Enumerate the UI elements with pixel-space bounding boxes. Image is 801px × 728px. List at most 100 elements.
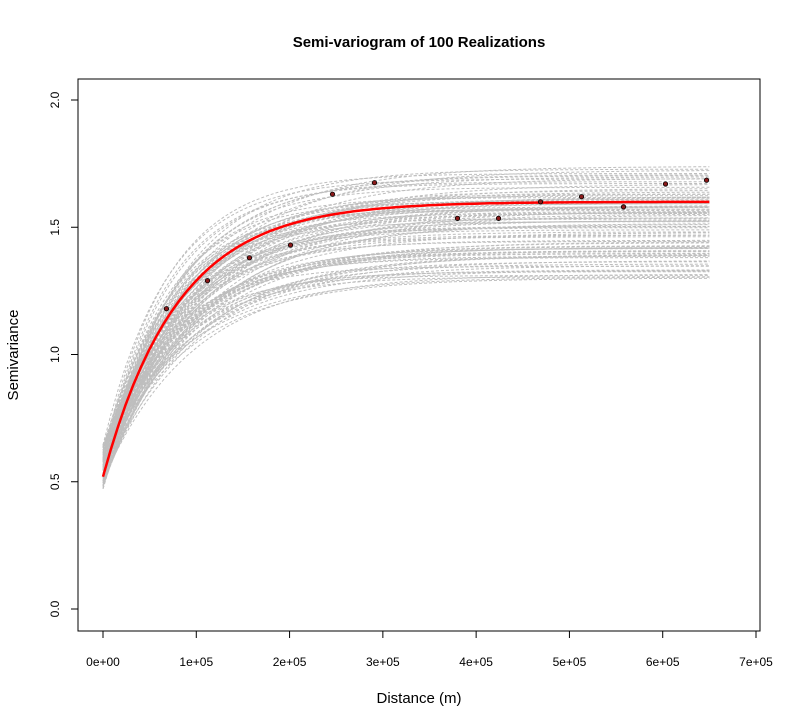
realization-curve <box>102 254 710 476</box>
x-tick-label: 0e+00 <box>86 655 120 669</box>
realization-curve <box>102 269 710 451</box>
x-tick-label: 6e+05 <box>646 655 680 669</box>
empirical-points <box>163 177 710 312</box>
realization-curve <box>102 178 710 483</box>
empirical-point <box>371 180 378 186</box>
realization-curve <box>102 206 710 447</box>
y-tick-label: 0.5 <box>48 473 62 490</box>
realization-curve <box>102 208 710 451</box>
empirical-point <box>454 215 461 221</box>
empirical-point <box>537 199 544 205</box>
realization-curve <box>102 229 710 470</box>
realization-curve <box>102 191 710 451</box>
realization-curve <box>102 271 710 474</box>
realization-curve <box>102 260 710 456</box>
x-tick-label: 4e+05 <box>459 655 493 669</box>
realization-curve <box>102 196 710 482</box>
realization-curve <box>102 173 710 456</box>
realization-curve <box>102 240 710 459</box>
x-tick-label: 3e+05 <box>366 655 400 669</box>
y-tick-label: 2.0 <box>48 91 62 108</box>
empirical-point <box>246 255 253 261</box>
realization-curve <box>102 246 710 482</box>
realization-curve <box>102 265 710 447</box>
realization-curve <box>102 212 710 471</box>
realization-curve <box>102 270 710 463</box>
realization-curve <box>102 208 710 461</box>
realization-curve <box>102 200 710 461</box>
empirical-point <box>287 242 294 248</box>
realization-curve <box>102 217 710 471</box>
realization-curve <box>102 236 710 468</box>
x-axis: 0e+00 1e+05 2e+05 3e+05 4e+05 5e+05 6e+05 7e+05 <box>86 630 773 669</box>
realization-curve <box>102 212 710 469</box>
realization-curve <box>102 232 710 446</box>
realization-curve <box>102 195 710 486</box>
empirical-point <box>204 278 211 284</box>
realization-curve <box>102 183 710 459</box>
empirical-point <box>620 204 627 210</box>
realization-curve <box>102 251 710 460</box>
empirical-point <box>578 194 585 200</box>
fitted-model-group <box>101 200 710 478</box>
realization-curve <box>102 174 710 460</box>
realization-curve <box>102 226 710 466</box>
realization-curve <box>102 193 710 476</box>
empirical-point <box>495 215 502 221</box>
realization-curve <box>102 226 710 455</box>
realization-curve <box>102 166 710 453</box>
fitted-model-line <box>101 200 710 478</box>
realization-curve <box>102 203 710 467</box>
realization-curve <box>102 227 710 465</box>
empirical-point <box>662 181 669 187</box>
empirical-point <box>329 191 336 197</box>
realization-curve <box>102 220 710 476</box>
realization-curve <box>102 224 710 484</box>
y-tick-label: 0.0 <box>48 600 62 617</box>
realization-curve <box>102 263 710 478</box>
realization-curve <box>102 193 710 478</box>
y-tick-label: 1.5 <box>48 219 62 236</box>
realization-curve <box>102 213 710 447</box>
x-tick-label: 5e+05 <box>553 655 587 669</box>
empirical-point <box>703 177 710 183</box>
y-axis-label: Semivariance <box>5 310 22 401</box>
realization-curve <box>102 221 710 474</box>
realization-curve <box>102 277 710 461</box>
realization-curve <box>102 248 710 475</box>
realization-curve <box>102 274 710 482</box>
realization-curve <box>102 206 710 481</box>
empirical-point <box>163 306 170 312</box>
realization-curve <box>102 241 710 451</box>
realization-curve <box>102 247 710 487</box>
realization-curve <box>102 186 710 487</box>
realization-curve <box>102 212 710 489</box>
realization-curve <box>102 215 710 484</box>
x-tick-label: 7e+05 <box>739 655 773 669</box>
realization-curve <box>102 211 710 478</box>
realization-curve <box>102 198 710 454</box>
realization-curve <box>102 276 710 461</box>
realization-curve <box>102 239 710 451</box>
y-axis: 0.0 0.5 1.0 1.5 2.0 <box>48 91 79 617</box>
realization-curve <box>102 276 710 448</box>
x-tick-label: 2e+05 <box>273 655 307 669</box>
realization-curve <box>102 168 710 475</box>
realization-curve <box>102 245 710 459</box>
realization-curve <box>102 234 710 448</box>
realization-curve <box>102 261 710 469</box>
realization-curve <box>102 206 710 448</box>
realization-curve <box>102 255 710 470</box>
realization-curves <box>102 166 710 489</box>
realization-curve <box>102 198 710 456</box>
realization-curve <box>102 207 710 488</box>
x-axis-label: Distance (m) <box>376 690 461 707</box>
chart-title: Semi-variogram of 100 Realizations <box>293 34 546 51</box>
realization-curve <box>102 255 710 483</box>
x-tick-label: 1e+05 <box>179 655 213 669</box>
realization-curve <box>102 178 710 446</box>
realization-curve <box>102 274 710 480</box>
realization-curve <box>102 218 710 463</box>
y-tick-label: 1.0 <box>48 346 62 363</box>
